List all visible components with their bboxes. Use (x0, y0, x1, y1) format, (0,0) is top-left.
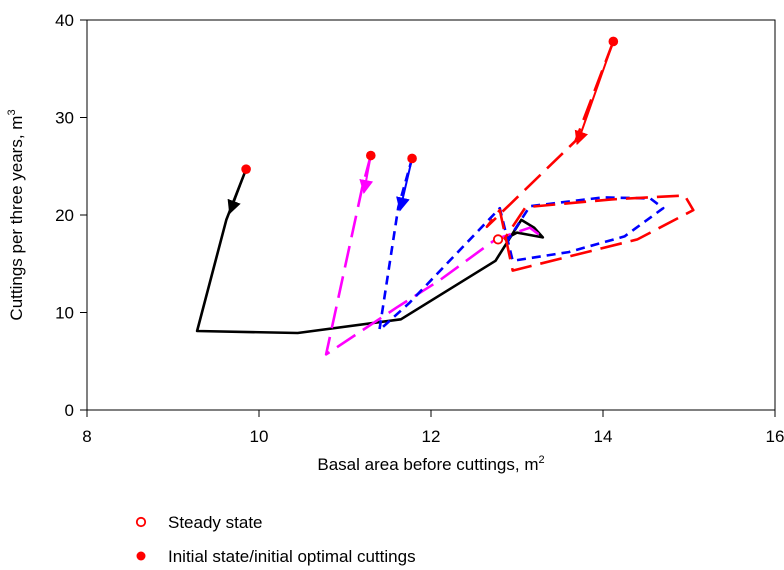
initial-state-point (241, 164, 251, 174)
legend-initial-state-label: Initial state/initial optimal cuttings (168, 547, 416, 566)
y-axis-title: Cuttings per three years, m3 (6, 109, 26, 320)
series-layer (195, 41, 695, 356)
x-tick-label: 16 (766, 427, 784, 446)
series-arrow-2 (396, 158, 414, 212)
legend-steady-state-marker (135, 516, 147, 528)
x-tick-label: 12 (422, 427, 441, 446)
initial-state-point (608, 36, 619, 47)
series-arrow-3 (574, 41, 615, 146)
legend-steady-state-label: Steady state (168, 513, 263, 532)
y-tick-label: 20 (55, 206, 74, 225)
initial-state-point (407, 153, 417, 164)
x-tick-label: 14 (594, 427, 613, 446)
axes: 8 10 12 14 16 0 10 20 30 40 (55, 11, 784, 446)
y-tick-label: 40 (55, 11, 74, 30)
x-tick-label: 10 (250, 427, 269, 446)
plot-frame (86, 19, 776, 411)
initial-state-point (366, 150, 376, 161)
x-axis-title: Basal area before cuttings, m2 (317, 454, 544, 474)
legend-initial-state-marker (136, 551, 146, 561)
series-arrow-0 (227, 168, 248, 215)
points-layer (241, 36, 619, 245)
legend: Steady state Initial state/initial optim… (135, 513, 416, 566)
series-arrow-1 (359, 155, 374, 194)
series-line-0 (195, 168, 545, 335)
steady-state-point (492, 234, 504, 245)
y-tick-label: 0 (65, 401, 74, 420)
series-line-2 (378, 158, 665, 332)
y-tick-label: 10 (55, 304, 74, 323)
series-line-3 (485, 41, 695, 272)
x-tick-label: 8 (82, 427, 91, 446)
y-tick-label: 30 (55, 109, 74, 128)
